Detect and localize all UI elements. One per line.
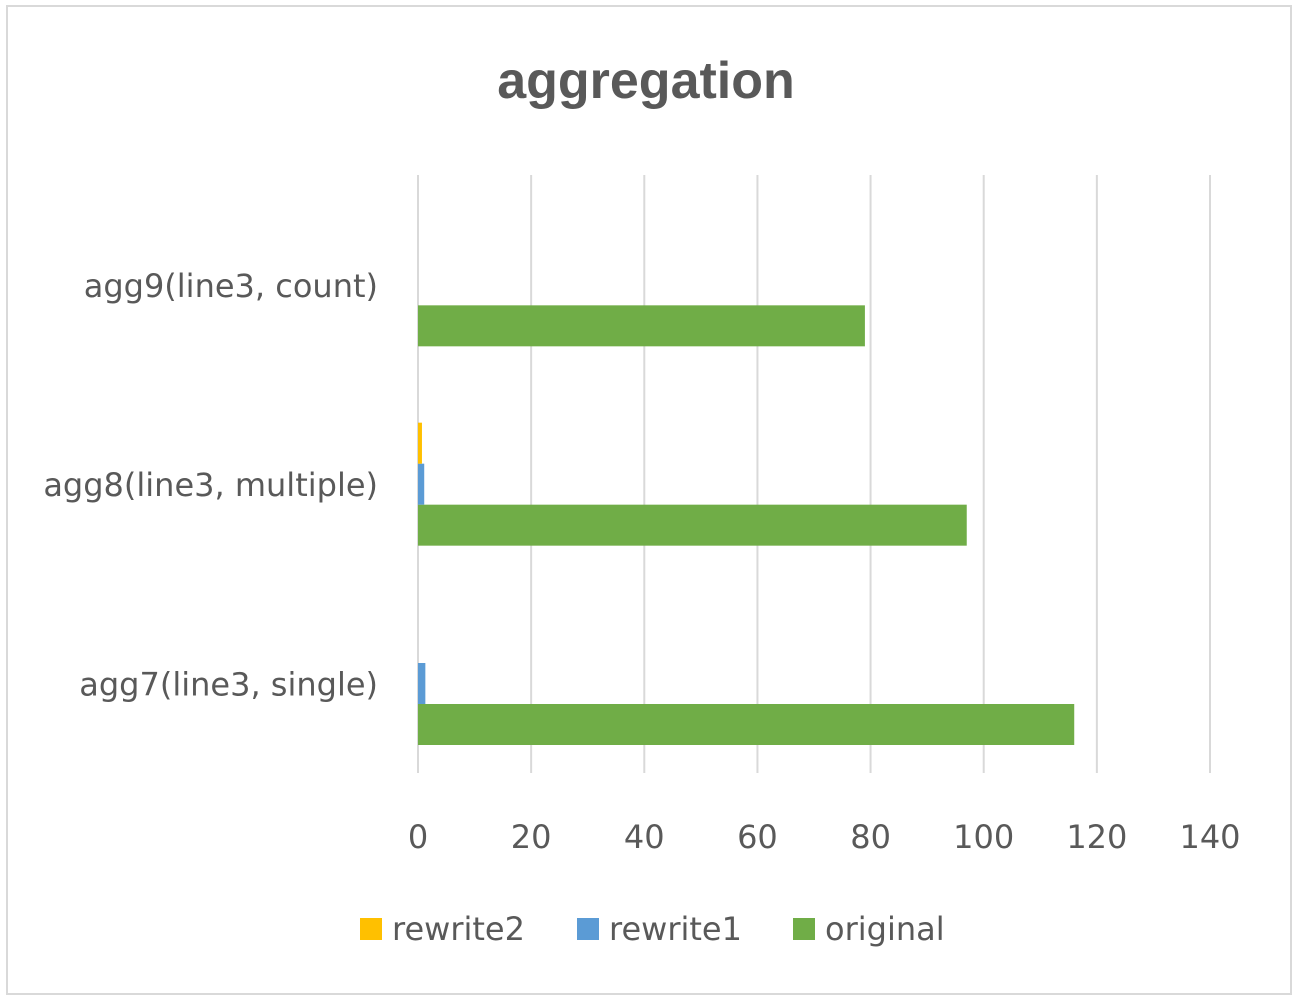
x-tick-label: 40 bbox=[624, 818, 665, 856]
chart-title: aggregation bbox=[497, 52, 795, 110]
x-tick-label: 20 bbox=[511, 818, 552, 856]
legend-swatch-rewrite1 bbox=[577, 918, 599, 940]
legend-label-rewrite2: rewrite2 bbox=[392, 910, 525, 948]
bar-rewrite2 bbox=[418, 422, 422, 464]
legend-label-rewrite1: rewrite1 bbox=[609, 910, 742, 948]
bar-original bbox=[418, 504, 967, 546]
category-label: agg7(line3, single) bbox=[79, 666, 378, 704]
category-label: agg9(line3, count) bbox=[84, 267, 378, 305]
x-tick-label: 0 bbox=[408, 818, 428, 856]
bars bbox=[418, 305, 1075, 745]
legend: rewrite2 rewrite1 original bbox=[360, 910, 945, 948]
x-tick-label: 120 bbox=[1066, 818, 1127, 856]
x-tick-label: 100 bbox=[953, 818, 1014, 856]
category-labels: agg7(line3, single) agg8(line3, multiple)… bbox=[43, 267, 378, 704]
category-label: agg8(line3, multiple) bbox=[43, 466, 378, 504]
bar-original bbox=[418, 305, 865, 347]
x-tick-label: 60 bbox=[737, 818, 778, 856]
gridlines bbox=[417, 175, 1211, 773]
bar-original bbox=[418, 704, 1075, 745]
x-tick-labels: 0 20 40 60 80 100 120 140 bbox=[408, 818, 1241, 856]
x-tick-label: 140 bbox=[1179, 818, 1240, 856]
x-tick-label: 80 bbox=[850, 818, 891, 856]
legend-swatch-rewrite2 bbox=[360, 918, 382, 940]
chart-frame bbox=[6, 5, 1292, 995]
legend-label-original: original bbox=[825, 910, 945, 948]
bar-rewrite1 bbox=[418, 463, 425, 505]
legend-swatch-original bbox=[793, 918, 815, 940]
bar-rewrite1 bbox=[418, 663, 426, 704]
